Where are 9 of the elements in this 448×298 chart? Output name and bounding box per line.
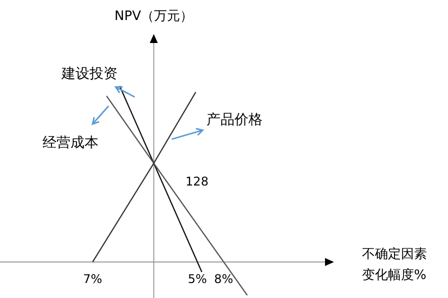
text: 经营成本 (42, 134, 99, 151)
series-label: 建设投资 (60, 66, 118, 82)
x-tick-label: 8% (214, 272, 234, 286)
y-axis-title: NPV（万元） (114, 9, 193, 24)
annotation: 128 (186, 174, 208, 188)
x-axis-title: 不确定因素变化幅度% (362, 247, 427, 283)
series-label: 产品价格 (206, 112, 263, 128)
x-tick-label: 7% (83, 272, 102, 286)
x-tick-label: 5% (188, 272, 207, 286)
